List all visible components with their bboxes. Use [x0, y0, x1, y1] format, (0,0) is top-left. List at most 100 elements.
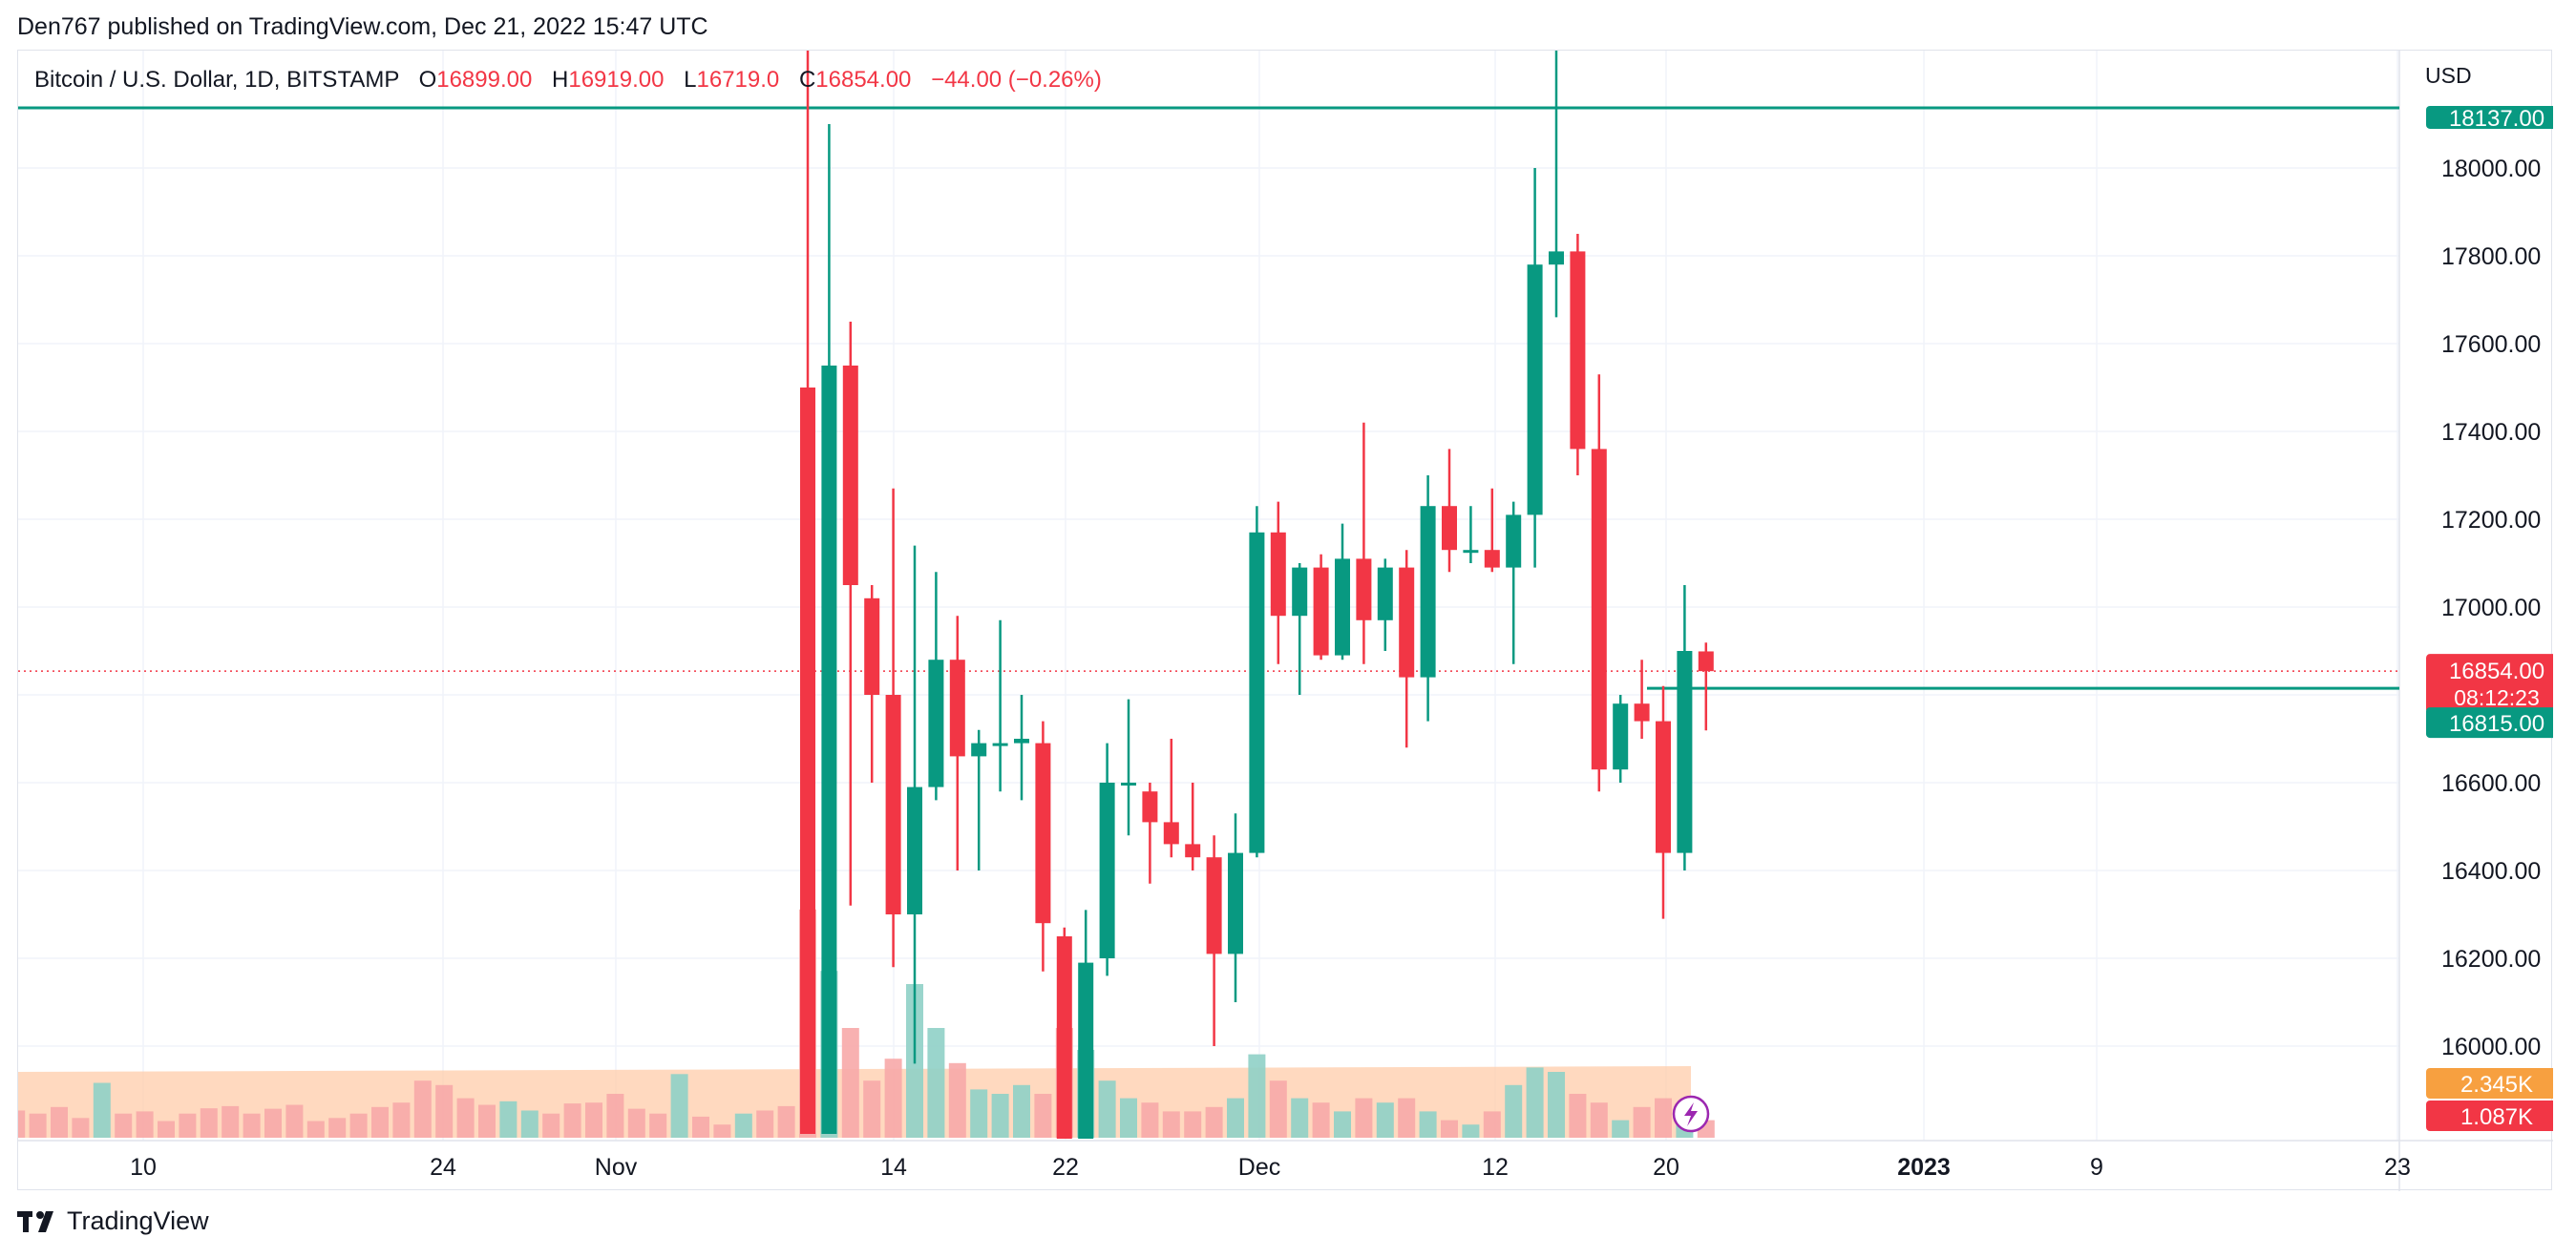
candle-body: [1463, 550, 1479, 554]
candle-body: [1484, 550, 1500, 568]
close-value: 16854.00: [815, 67, 912, 93]
x-tick-label: 23: [2384, 1154, 2411, 1181]
volume-bar: [1376, 1102, 1394, 1138]
publish-line: Den767 published on TradingView.com, Dec…: [17, 13, 708, 40]
symbol-label: Bitcoin / U.S. Dollar, 1D, BITSTAMP: [34, 67, 399, 93]
volume-bar: [222, 1105, 240, 1138]
volume-bar: [884, 1059, 902, 1138]
y-tick-label: 16400.00: [2441, 858, 2541, 885]
volume-bar: [1398, 1098, 1416, 1138]
volume-bar: [1184, 1111, 1202, 1138]
volume-bar: [627, 1108, 645, 1138]
candle-body: [1527, 264, 1543, 515]
tradingview-brand[interactable]: TradingView: [17, 1206, 209, 1236]
candle-body: [1313, 567, 1329, 656]
candle-body: [1121, 783, 1136, 786]
x-tick-label: 9: [2090, 1154, 2103, 1181]
candle-body: [1270, 532, 1286, 617]
brand-text: TradingView: [67, 1206, 209, 1235]
candle-body: [1035, 743, 1051, 924]
candle-body: [1656, 721, 1671, 853]
candle-body: [1442, 506, 1457, 551]
volume-bar: [841, 1028, 859, 1138]
volume-bar: [542, 1113, 560, 1138]
candle-body: [1634, 703, 1650, 722]
candle-body: [992, 743, 1008, 746]
volume-bar: [1548, 1072, 1565, 1138]
lightning-icon: [1672, 1095, 1710, 1133]
candle-body: [1163, 822, 1179, 845]
y-tick-label: 17600.00: [2441, 331, 2541, 358]
last-price-tag-bg: [2426, 654, 2553, 714]
volume-bar: [606, 1094, 624, 1138]
volume-tag: 1.087K: [2460, 1104, 2533, 1130]
ohlc-legend: Bitcoin / U.S. Dollar, 1D, BITSTAMP O 168…: [34, 67, 1102, 94]
x-tick-label: Dec: [1238, 1154, 1280, 1181]
currency-label[interactable]: USD: [2425, 63, 2472, 88]
volume-bar: [1334, 1111, 1351, 1138]
volume-bar: [1633, 1106, 1651, 1138]
x-tick-label: 20: [1653, 1154, 1679, 1181]
support-level-tag-bg: [2426, 707, 2553, 739]
volume-bar: [1141, 1102, 1159, 1138]
chart-frame[interactable]: 16000.0016200.0016400.0016600.0016800.00…: [17, 50, 2553, 1191]
candle-body: [1591, 449, 1607, 770]
volume-bar: [136, 1111, 154, 1138]
x-tick-label: 24: [430, 1154, 456, 1181]
y-tick-label: 17400.00: [2441, 419, 2541, 446]
volume-bars: [18, 909, 1715, 1138]
volume-bar: [777, 1105, 795, 1138]
time-axis: 10 24 Nov 14 22 Dec 12 20 2023 9 23: [130, 1154, 2411, 1181]
open-label: O: [418, 67, 437, 93]
volume-bar: [1098, 1080, 1116, 1138]
volume-bar: [1441, 1120, 1458, 1138]
volume-bar: [1291, 1098, 1309, 1138]
candle-body: [842, 366, 858, 585]
candle-body: [1399, 567, 1415, 678]
volume-bar: [585, 1102, 602, 1138]
volume-bar: [670, 1074, 688, 1138]
volume-bar: [948, 1062, 966, 1138]
close-label: C: [798, 67, 816, 93]
candle-body: [1420, 506, 1436, 678]
y-tick-label: 18000.00: [2441, 156, 2541, 182]
volume-bar: [1612, 1120, 1630, 1138]
volume-bar: [1462, 1124, 1480, 1138]
volume-bar: [1034, 1094, 1052, 1138]
volume-bar: [435, 1084, 454, 1138]
volume-bar: [692, 1116, 709, 1138]
candle-body: [928, 660, 944, 787]
y-tick-label: 16600.00: [2441, 770, 2541, 797]
candle-body: [1698, 651, 1714, 672]
y-tick-label: 17200.00: [2441, 507, 2541, 534]
lightning-bolt: [1684, 1102, 1698, 1126]
high-label: H: [552, 67, 569, 93]
candle-body: [1249, 532, 1265, 853]
volume-bar: [1505, 1084, 1523, 1138]
volume-bar: [1120, 1098, 1137, 1138]
candle-body: [1014, 739, 1029, 744]
y-tick-label: 16200.00: [2441, 946, 2541, 973]
x-tick-label: 10: [130, 1154, 157, 1181]
volume-bar: [72, 1118, 90, 1138]
candle-body: [1142, 791, 1158, 823]
candle-body: [971, 743, 987, 757]
candle-body: [1185, 844, 1201, 858]
x-tick-label: 14: [880, 1154, 907, 1181]
candlestick-chart[interactable]: 16000.0016200.0016400.0016600.0016800.00…: [18, 51, 2553, 1191]
volume-bar: [863, 1080, 881, 1138]
volume-bar: [1013, 1084, 1030, 1138]
volume-bar: [499, 1101, 517, 1138]
candle-body: [1613, 703, 1629, 770]
high-value: 16919.00: [568, 67, 665, 93]
volume-bar: [1248, 1054, 1266, 1138]
volume-bar: [93, 1082, 111, 1138]
candle-body: [1056, 936, 1072, 1139]
volume-bar: [970, 1089, 988, 1138]
x-tick-label: 22: [1052, 1154, 1079, 1181]
volume-bar: [306, 1121, 325, 1138]
candle-body: [1228, 852, 1243, 954]
volume-bar: [349, 1113, 368, 1138]
candle-body: [821, 366, 837, 1134]
volume-bar: [1269, 1080, 1287, 1138]
